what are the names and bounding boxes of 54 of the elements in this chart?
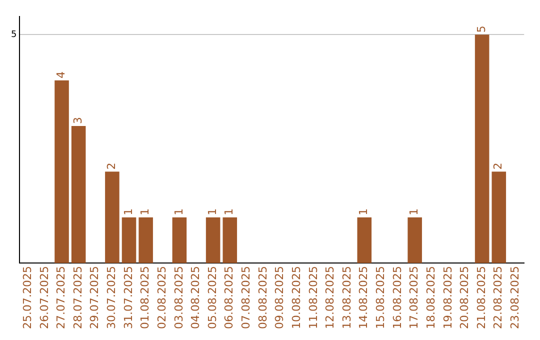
data-label: 1	[206, 208, 219, 216]
x-tick-label: 10.08.2025	[290, 266, 303, 330]
bar	[138, 217, 153, 264]
bar	[222, 217, 238, 264]
x-tick-label: 14.08.2025	[357, 266, 370, 330]
x-tick-label: 23.08.2025	[508, 266, 522, 330]
x-tick-label: 28.07.2025	[71, 266, 84, 330]
bar	[71, 126, 86, 264]
x-tick-label: 21.08.2025	[474, 266, 488, 330]
x-tick-label: 20.08.2025	[458, 266, 472, 330]
bar	[474, 34, 490, 264]
x-tick-label: 02.08.2025	[155, 266, 168, 330]
data-label: 3	[71, 117, 84, 124]
x-tick-label: 18.08.2025	[424, 266, 438, 330]
data-label: 5	[474, 26, 488, 33]
bar	[357, 217, 372, 264]
x-tick-label: 15.08.2025	[374, 266, 388, 330]
x-tick-label: 25.07.2025	[20, 266, 34, 330]
x-tick-label: 12.08.2025	[324, 266, 337, 330]
data-label: 1	[357, 208, 370, 216]
data-label: 1	[138, 208, 152, 216]
x-tick-label: 26.07.2025	[38, 266, 51, 330]
data-label: 1	[408, 208, 421, 216]
bar	[408, 217, 422, 264]
bar	[172, 217, 187, 264]
x-tick-label: 22.08.2025	[492, 266, 505, 330]
x-tick-label: 11.08.2025	[306, 266, 320, 330]
x-tick-label: 19.08.2025	[441, 266, 454, 330]
x-tick-label: 17.08.2025	[408, 266, 421, 330]
bar	[206, 217, 220, 264]
x-tick-label: 13.08.2025	[340, 266, 354, 330]
x-tick-label: 04.08.2025	[189, 266, 202, 330]
x-tick-label: 29.07.2025	[88, 266, 102, 330]
x-tick-label: 08.08.2025	[256, 266, 270, 330]
x-tick-label: 05.08.2025	[206, 266, 219, 330]
x-tick-label: 09.08.2025	[273, 266, 286, 330]
x-tick-label: 27.07.2025	[54, 266, 68, 330]
bar	[492, 172, 506, 264]
x-tick-label: 03.08.2025	[172, 266, 186, 330]
x-tick-label: 16.08.2025	[390, 266, 404, 330]
bar	[122, 217, 136, 264]
data-label: 4	[54, 71, 68, 78]
data-label: 1	[172, 208, 186, 216]
x-tick-label: 07.08.2025	[240, 266, 253, 330]
data-label: 1	[222, 208, 236, 216]
data-label: 2	[105, 162, 118, 170]
x-tick-label: 06.08.2025	[222, 266, 236, 330]
data-label: 1	[122, 208, 135, 216]
bar	[105, 172, 120, 264]
x-tick-label: 31.07.2025	[122, 266, 135, 330]
x-tick-label: 01.08.2025	[138, 266, 152, 330]
x-tick-label: 30.07.2025	[105, 266, 118, 330]
bar	[54, 80, 69, 264]
data-label: 2	[492, 162, 505, 170]
